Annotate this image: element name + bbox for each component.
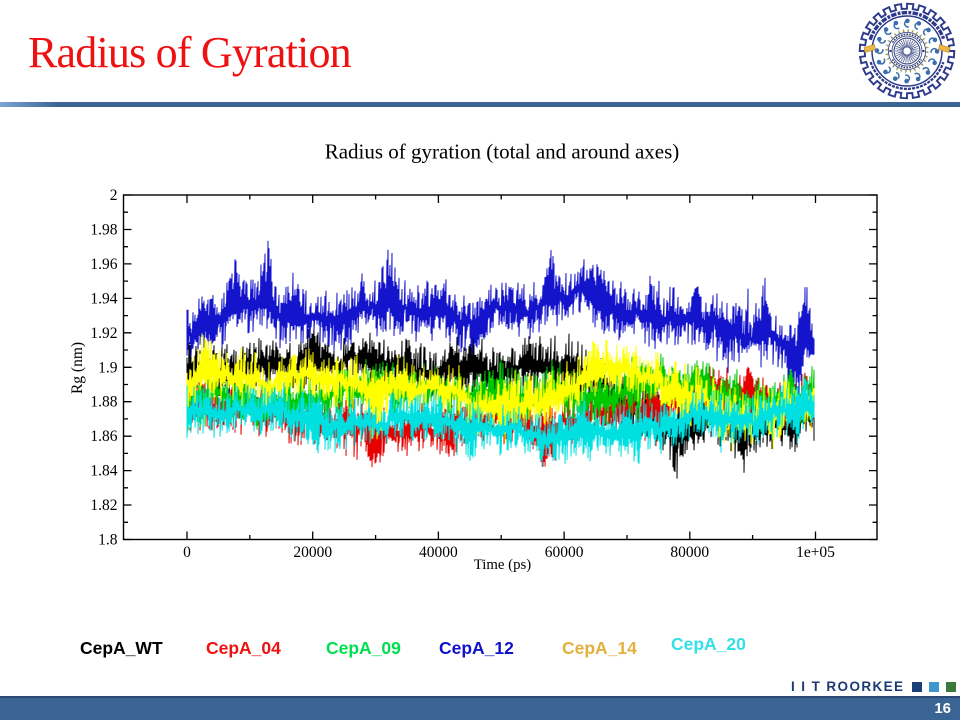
svg-text:Time (ps): Time (ps) [474,557,531,573]
svg-text:60000: 60000 [545,544,584,561]
svg-text:1.84: 1.84 [90,463,117,480]
svg-text:1e+05: 1e+05 [796,544,835,561]
svg-text:1.88: 1.88 [90,394,117,411]
svg-text:1.9: 1.9 [98,359,118,376]
svg-text:80000: 80000 [670,544,709,561]
svg-text:1.92: 1.92 [90,325,117,342]
svg-text:2: 2 [110,187,118,204]
svg-text:Rg (nm): Rg (nm) [69,342,86,394]
svg-text:0: 0 [183,544,191,561]
svg-text:40000: 40000 [419,544,458,561]
svg-text:1.8: 1.8 [98,532,118,549]
svg-text:1.96: 1.96 [90,256,117,273]
svg-text:Radius of gyration (total and: Radius of gyration (total and around axe… [325,140,680,164]
svg-text:1.94: 1.94 [90,290,117,307]
svg-text:1.98: 1.98 [90,222,117,239]
svg-text:20000: 20000 [293,544,332,561]
svg-text:1.82: 1.82 [90,497,117,514]
svg-text:1.86: 1.86 [90,428,117,445]
